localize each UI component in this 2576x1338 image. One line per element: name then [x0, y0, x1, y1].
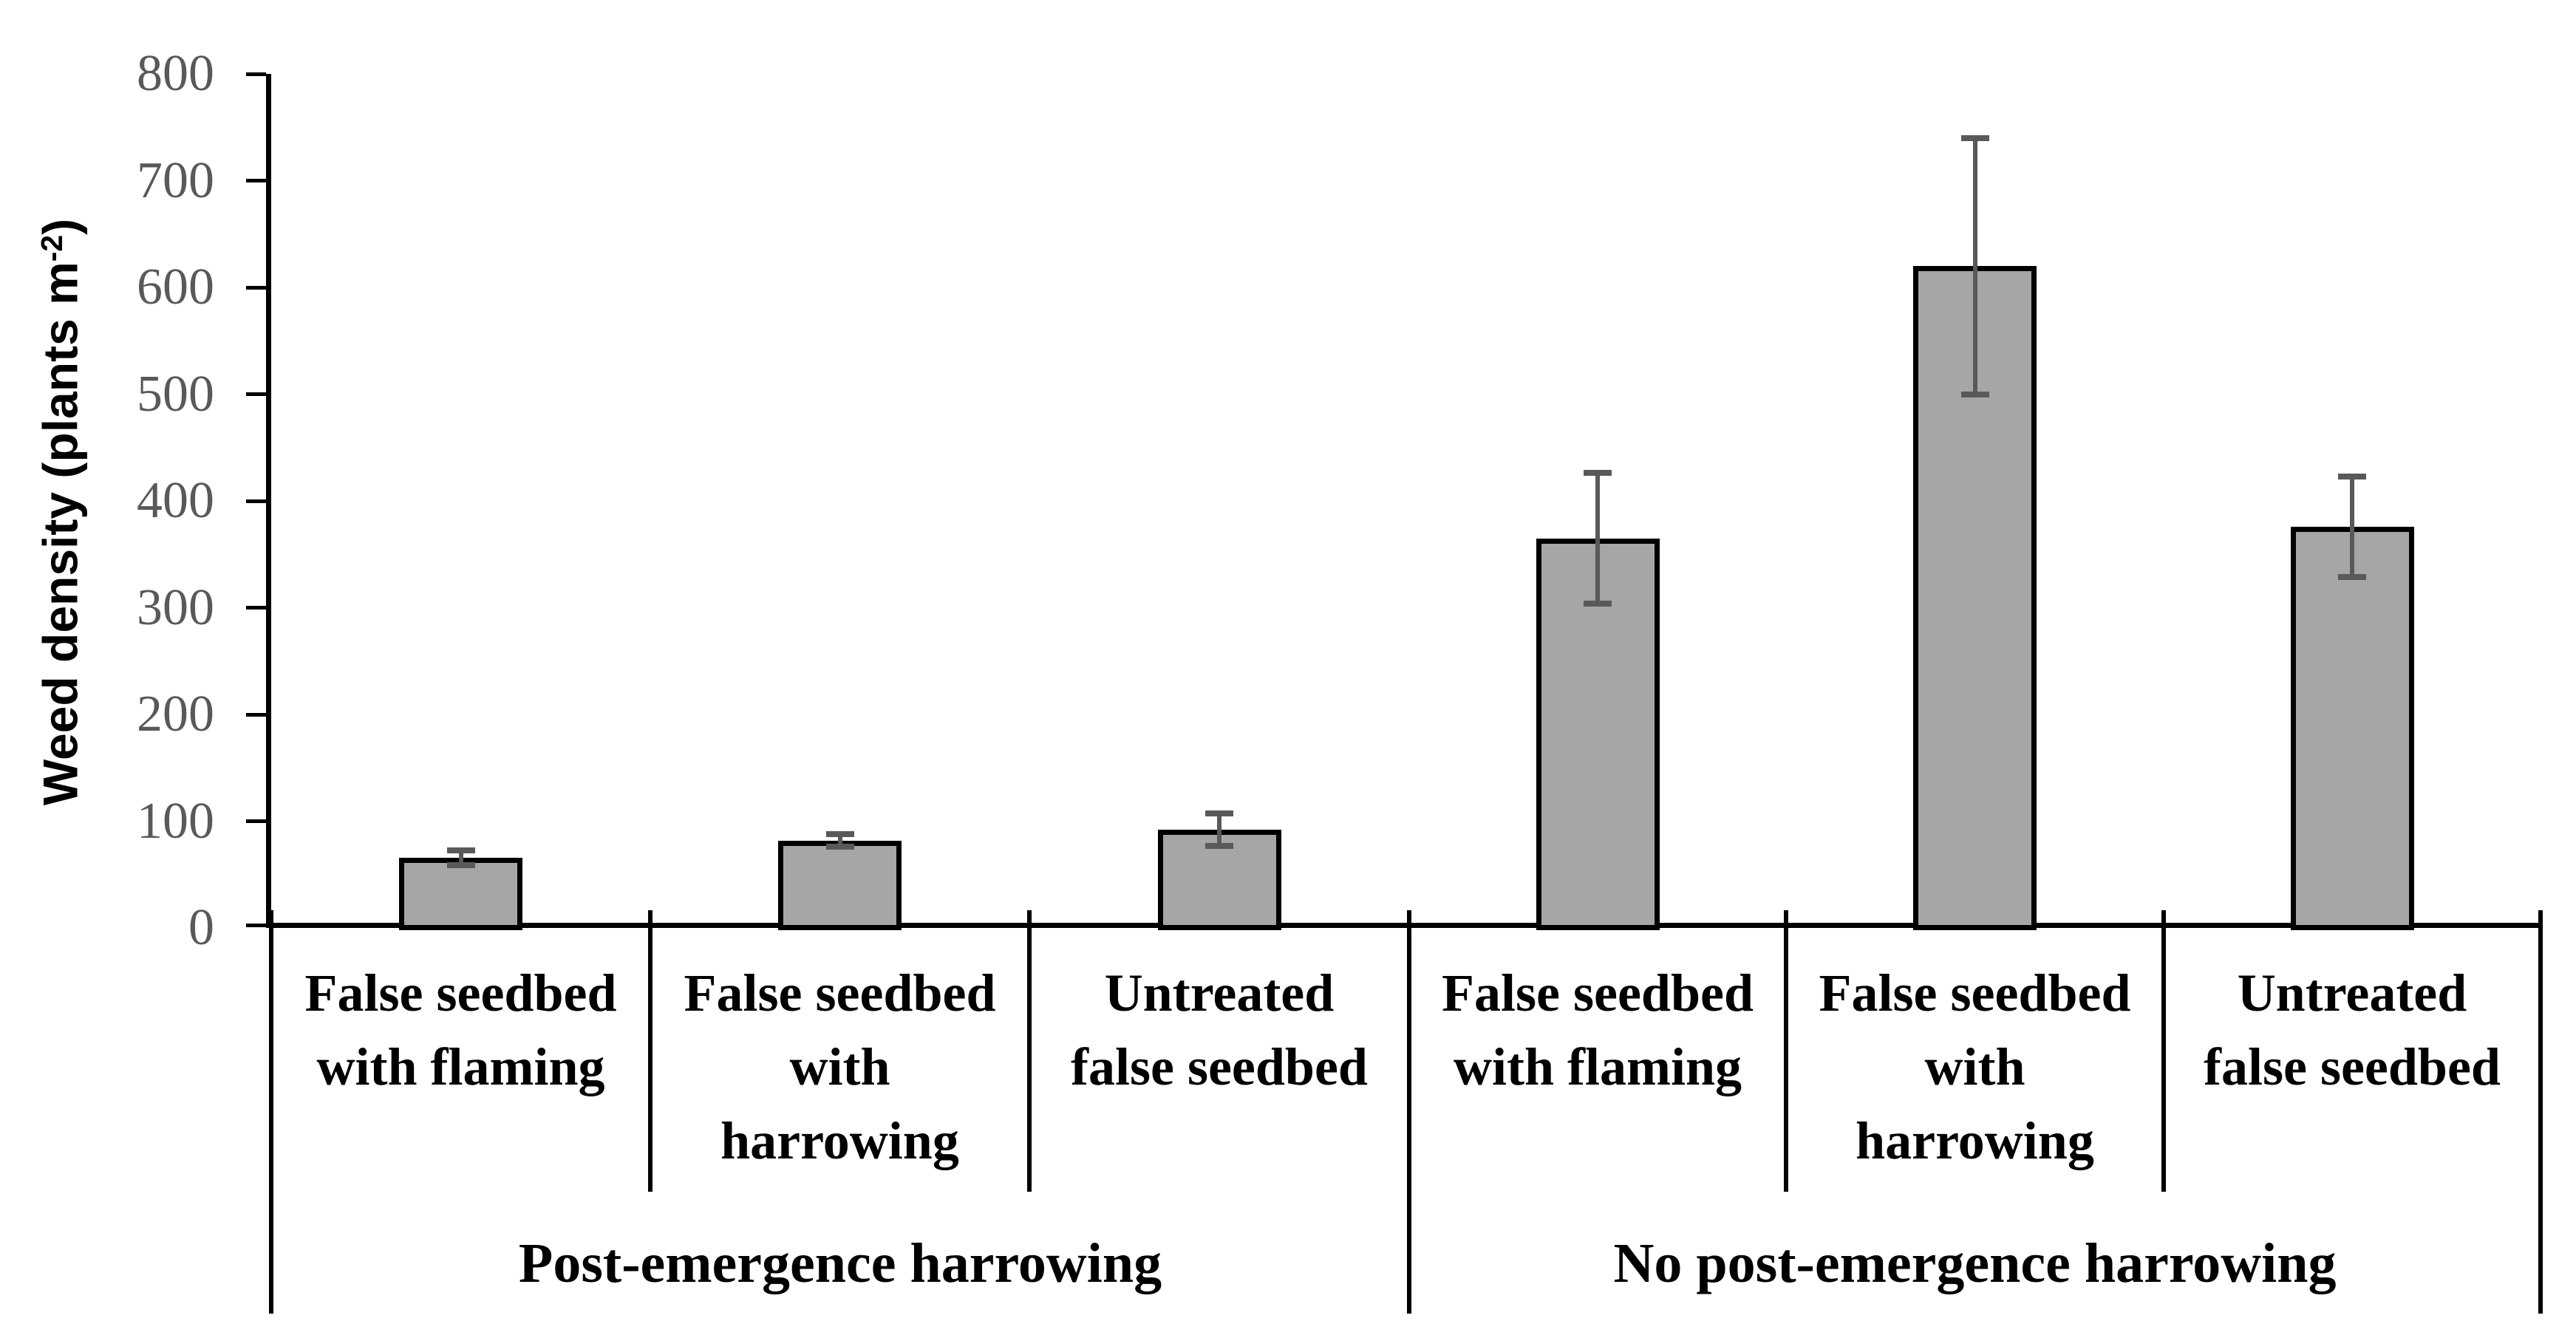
- error-bar-bottom-cap-5: [1960, 391, 1989, 397]
- category-label-line: false seedbed: [2204, 1037, 2501, 1096]
- category-label-line: False seedbed: [1442, 963, 1754, 1023]
- category-label-line: False seedbed: [304, 963, 617, 1023]
- error-bar-bottom-cap-4: [1584, 600, 1612, 607]
- error-bar-top-cap-6: [2338, 473, 2366, 479]
- category-separator: [1027, 910, 1032, 1192]
- category-label-5: False seedbed with harrowing: [1786, 928, 2164, 1236]
- y-axis-tick: [246, 285, 266, 290]
- bar-2: [778, 840, 902, 931]
- y-axis-tick-label: 200: [137, 686, 214, 743]
- y-axis-tick: [246, 179, 266, 182]
- category-label-line: False seedbed: [1819, 963, 2131, 1023]
- category-label-line: False seedbed: [684, 963, 996, 1023]
- category-label-line: with flaming: [1453, 1037, 1742, 1096]
- bar-5: [1913, 266, 2037, 931]
- group-label-1: Post-emergence harrowing: [518, 1232, 1162, 1294]
- category-label-line: harrowing: [1856, 1111, 2094, 1170]
- y-axis-title-superscript: -2: [35, 234, 69, 262]
- y-axis-tick: [246, 499, 266, 503]
- error-bar-bottom-cap-3: [1205, 842, 1233, 849]
- error-bar-top-cap-4: [1584, 470, 1612, 477]
- y-axis-tick: [246, 924, 266, 927]
- y-axis-tick: [246, 819, 266, 823]
- y-axis-line: [266, 74, 271, 928]
- category-separator: [2161, 910, 2166, 1192]
- y-axis-tick: [246, 712, 266, 717]
- category-separator: [1784, 910, 1788, 1192]
- group-label-2: No post-emergence harrowing: [1613, 1232, 2337, 1294]
- y-axis-tick-label: 800: [137, 45, 214, 102]
- error-bar-5: [1972, 137, 1977, 395]
- y-axis-title-close: ): [33, 218, 88, 235]
- category-label-1: False seedbed with flaming: [271, 928, 650, 1236]
- error-bar-bottom-cap-6: [2338, 573, 2366, 580]
- group-separator: [1407, 910, 1411, 1314]
- outer-border: [269, 910, 273, 1314]
- y-axis-tick-label: 700: [137, 151, 214, 209]
- category-label-line: with: [789, 1037, 890, 1096]
- error-bar-top-cap-1: [446, 847, 475, 853]
- y-axis-tick-label: 0: [188, 899, 214, 956]
- error-bar-top-cap-3: [1205, 810, 1233, 817]
- y-axis-tick-label: 600: [137, 259, 214, 315]
- bar-6: [2290, 526, 2414, 931]
- category-label-6: Untreated false seedbed: [2164, 928, 2541, 1236]
- error-bar-1: [458, 850, 463, 865]
- category-label-line: Untreated: [2237, 963, 2467, 1023]
- category-label-line: with: [1924, 1037, 2025, 1096]
- outer-border: [2538, 910, 2543, 1314]
- category-label-line: false seedbed: [1071, 1037, 1368, 1096]
- y-axis-tick: [246, 606, 266, 610]
- category-label-3: Untreated false seedbed: [1029, 928, 1409, 1236]
- category-label-line: with flaming: [316, 1037, 605, 1096]
- x-axis-line: [266, 923, 2541, 928]
- category-separator: [648, 910, 652, 1192]
- error-bar-3: [1217, 813, 1221, 846]
- category-label-2: False seedbed with harrowing: [650, 928, 1029, 1236]
- y-axis-tick-label: 100: [137, 792, 214, 850]
- error-bar-6: [2350, 476, 2354, 577]
- y-axis-tick: [246, 392, 266, 396]
- bar-1: [399, 857, 522, 931]
- y-axis-tick-label: 400: [137, 472, 214, 529]
- y-axis-tick-label: 500: [137, 365, 214, 423]
- y-axis-tick-label: 300: [137, 578, 214, 636]
- category-label-4: False seedbed with flaming: [1409, 928, 1786, 1236]
- y-axis-tick: [246, 72, 266, 76]
- error-bar-top-cap-2: [825, 830, 854, 837]
- category-label-line: Untreated: [1104, 963, 1335, 1023]
- error-bar-top-cap-5: [1960, 134, 1989, 141]
- error-bar-2: [837, 833, 842, 847]
- error-bar-bottom-cap-2: [825, 844, 854, 850]
- category-label-line: harrowing: [720, 1111, 959, 1170]
- error-bar-bottom-cap-1: [446, 861, 475, 868]
- error-bar-4: [1595, 473, 1600, 604]
